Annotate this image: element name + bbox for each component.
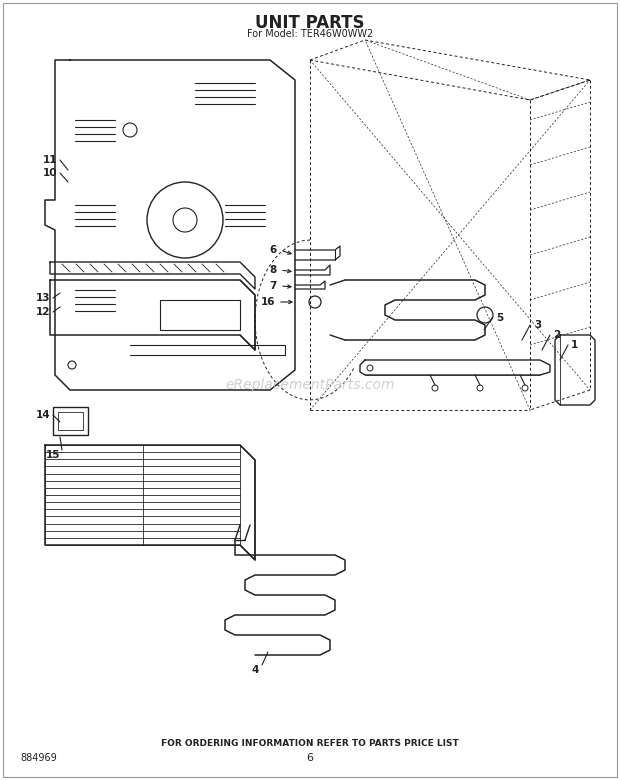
Text: 6: 6	[306, 753, 314, 763]
Text: 884969: 884969	[20, 753, 57, 763]
Text: 8: 8	[269, 265, 277, 275]
Text: 4: 4	[251, 665, 259, 675]
Bar	[160, 300, 240, 330]
Text: 6: 6	[269, 245, 277, 255]
Bar	[53, 407, 88, 435]
Text: 5: 5	[497, 313, 503, 323]
Bar	[58, 412, 83, 430]
Text: UNIT PARTS: UNIT PARTS	[255, 14, 365, 32]
Text: 11: 11	[43, 155, 57, 165]
Text: 16: 16	[261, 297, 275, 307]
Text: 7: 7	[269, 281, 277, 291]
Text: 12: 12	[36, 307, 50, 317]
Text: 13: 13	[36, 293, 50, 303]
Text: For Model: TER46W0WW2: For Model: TER46W0WW2	[247, 29, 373, 39]
Text: 10: 10	[43, 168, 57, 178]
Text: 14: 14	[36, 410, 50, 420]
Text: eReplacementParts.com: eReplacementParts.com	[225, 378, 395, 392]
Text: 3: 3	[534, 320, 542, 330]
Text: 15: 15	[46, 450, 60, 460]
Text: 2: 2	[554, 330, 560, 340]
Text: 1: 1	[570, 340, 578, 350]
Text: FOR ORDERING INFORMATION REFER TO PARTS PRICE LIST: FOR ORDERING INFORMATION REFER TO PARTS …	[161, 739, 459, 747]
